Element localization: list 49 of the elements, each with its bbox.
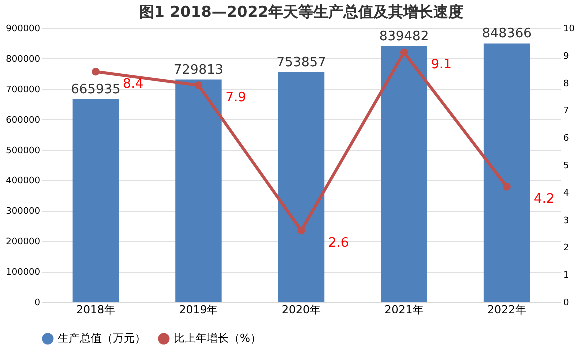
x-tick-label: 2019年: [179, 304, 218, 316]
x-tick-label: 2020年: [282, 304, 321, 316]
data-label: 2.6: [328, 236, 350, 251]
bar: [484, 44, 530, 302]
legend-label: 生产总值（万元）: [58, 332, 146, 345]
y-tick-label: 300000: [6, 207, 41, 218]
bar: [381, 46, 428, 302]
chart-title: 图1 2018—2022年天等生产总值及其增长速度: [139, 3, 464, 21]
y2-tick-label: 2: [564, 244, 570, 254]
data-label: 753857: [276, 55, 326, 70]
y-tick-label: 400000: [6, 176, 41, 187]
data-label: 4.2: [534, 192, 555, 207]
y2-tick-label: 6: [564, 134, 570, 144]
y-tick-label: 800000: [6, 54, 41, 65]
data-label: 839482: [379, 29, 430, 44]
y-tick-label: 500000: [6, 146, 41, 156]
data-label: 9.1: [431, 58, 452, 73]
y-tick-label: 900000: [6, 24, 41, 34]
bar: [278, 72, 325, 302]
data-label: 665935: [71, 82, 121, 98]
legend-label: 比上年增长（%）: [174, 332, 262, 345]
point: [298, 226, 306, 235]
point: [194, 82, 203, 90]
y2-tick-label: 3: [564, 216, 570, 226]
point: [503, 183, 511, 191]
point: [400, 48, 408, 57]
y2-tick-label: 7: [564, 106, 570, 117]
point: [92, 68, 100, 76]
y2-tick-label: 5: [564, 162, 570, 172]
y2-tick-label: 4: [564, 188, 570, 199]
x-tick-label: 2021年: [384, 304, 424, 316]
data-label: 729813: [174, 62, 224, 78]
bar: [176, 80, 222, 302]
x-tick-label: 2022年: [488, 304, 527, 316]
y2-tick-label: 9: [564, 52, 570, 62]
bar: [72, 99, 120, 302]
y2-tick-label: 8: [564, 79, 570, 90]
y-tick-label: 700000: [6, 85, 41, 96]
x-tick-label: 2018年: [76, 304, 116, 316]
y-tick-label: 600000: [6, 116, 41, 126]
y-tick-label: 0: [34, 298, 41, 308]
data-label: 8.4: [122, 76, 144, 92]
data-label: 7.9: [226, 90, 246, 106]
y-tick-label: 100000: [6, 268, 41, 278]
y-tick-label: 200000: [6, 238, 41, 248]
y2-tick-label: 0: [564, 298, 570, 308]
y2-tick-label: 10: [564, 24, 576, 34]
data-label: 848366: [482, 26, 532, 42]
y2-tick-label: 1: [564, 271, 570, 282]
